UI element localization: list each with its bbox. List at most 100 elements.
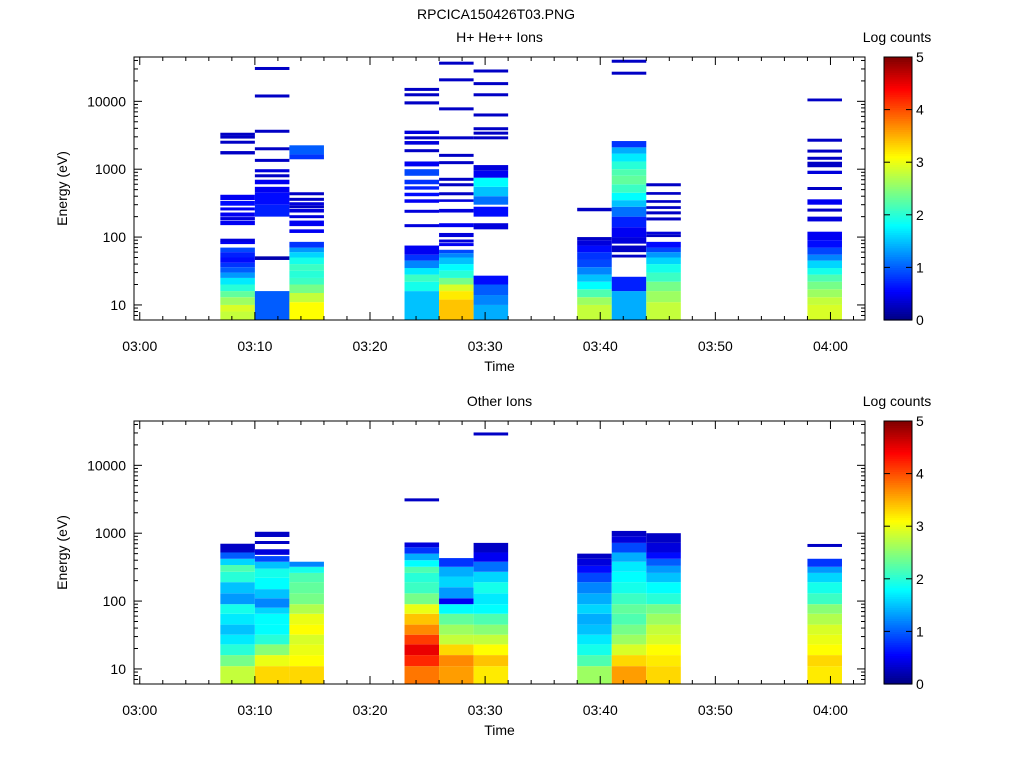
heatmap-cell	[439, 223, 474, 228]
heatmap-cell	[577, 553, 612, 559]
heatmap-cell	[289, 292, 324, 303]
heatmap-cell	[254, 186, 290, 193]
heatmap-cell	[404, 93, 440, 97]
colorbar-segment	[884, 195, 912, 198]
colorbar-segment	[884, 87, 912, 91]
heatmap-cell	[577, 274, 612, 282]
heatmap-cell	[439, 192, 474, 196]
colorbar: 0 1 2 3 4 5 Log counts	[863, 29, 932, 328]
heatmap-cell	[404, 161, 440, 167]
heatmap-cell	[439, 576, 474, 588]
heatmap-cell	[404, 572, 440, 583]
heatmap-cell	[404, 245, 440, 255]
heatmap-cell	[473, 196, 509, 205]
colorbar-segment	[884, 502, 912, 505]
colorbar-segment	[884, 291, 912, 295]
colorbar-segment	[884, 480, 912, 483]
heatmap-cell	[220, 135, 255, 139]
y-tick-label: 1000	[95, 161, 126, 177]
colorbar-segment	[884, 131, 912, 135]
heatmap-cell	[646, 217, 681, 221]
colorbar-segment	[884, 120, 912, 124]
colorbar-segment	[884, 616, 912, 619]
heatmap-cell	[220, 217, 255, 221]
heatmap-cell	[254, 589, 290, 599]
heatmap-cell	[220, 291, 255, 298]
colorbar-segment	[884, 532, 912, 536]
colorbar-segment	[884, 570, 912, 573]
heatmap-cell	[611, 604, 647, 614]
heatmap-cell	[439, 299, 474, 320]
colorbar-segment	[884, 238, 912, 242]
colorbar-segment	[884, 578, 912, 582]
heatmap-cell	[807, 297, 842, 305]
heatmap-cell	[404, 582, 440, 594]
colorbar-segment	[884, 580, 912, 584]
heatmap-cell	[807, 260, 842, 269]
colorbar-segment	[884, 124, 912, 128]
heatmap-cell	[439, 208, 474, 213]
heatmap-cell	[220, 252, 255, 258]
colorbar-segment	[884, 109, 912, 113]
colorbar-segment	[884, 243, 912, 247]
heatmap-cell	[220, 624, 255, 635]
colorbar-segment	[884, 622, 912, 626]
colorbar-segment	[884, 129, 912, 133]
colorbar-frame	[883, 420, 913, 685]
colorbar-segment	[884, 442, 912, 446]
heatmap-cell	[807, 604, 842, 614]
heatmap-cell	[220, 304, 255, 312]
colorbar-tick-label: 4	[916, 466, 924, 482]
heatmap-cell	[611, 536, 647, 543]
heatmap-cell	[439, 61, 474, 65]
heatmap-cell	[611, 644, 647, 656]
heatmap-cell	[577, 297, 612, 305]
colorbar-segment	[884, 585, 912, 589]
colorbar-segment	[884, 449, 912, 453]
colorbar-tick-label: 5	[916, 49, 924, 65]
heatmap-cell	[220, 277, 255, 285]
colorbar-segment	[884, 89, 912, 93]
colorbar-segment	[884, 675, 912, 679]
colorbar-tick-label: 0	[916, 312, 924, 328]
colorbar-segment	[884, 234, 912, 238]
colorbar-segment	[884, 113, 912, 117]
colorbar-segment	[884, 273, 912, 277]
colorbar-segment	[884, 260, 912, 264]
colorbar-segment	[884, 677, 912, 681]
colorbar-segment	[884, 681, 912, 685]
heatmap-cell	[404, 130, 440, 135]
heatmap-cell	[807, 274, 842, 282]
colorbar-segment	[884, 646, 912, 650]
heatmap-cell	[404, 281, 440, 292]
heatmap-cell	[807, 161, 842, 165]
colorbar-segment	[884, 513, 912, 516]
colorbar-segment	[884, 65, 912, 69]
colorbar-segment	[884, 302, 912, 306]
colorbar-segment	[884, 548, 912, 551]
colorbar-segment	[884, 583, 912, 586]
heatmap-cell	[807, 170, 842, 174]
heatmap-cell	[611, 169, 647, 176]
heatmap-cell	[646, 666, 681, 684]
colorbar-segment	[884, 594, 912, 597]
colorbar-segment	[884, 280, 912, 284]
colorbar-segment	[884, 256, 912, 260]
colorbar-segment	[884, 482, 912, 486]
colorbar-segment	[884, 192, 912, 196]
colorbar-segment	[884, 146, 912, 150]
colorbar-segment	[884, 605, 912, 608]
colorbar-tick-label: 0	[916, 676, 924, 692]
colorbar-segment	[884, 271, 912, 275]
heatmap-cell	[439, 291, 474, 300]
heatmap-cell	[289, 561, 324, 567]
heatmap-cell	[611, 613, 647, 625]
heatmap-cell	[807, 187, 842, 190]
heatmap-cell	[289, 613, 324, 625]
colorbar-segment	[884, 673, 912, 676]
colorbar-segment	[884, 206, 912, 209]
heatmap-cell	[254, 561, 290, 569]
heatmap-cell	[220, 262, 255, 268]
heatmap-cell	[577, 259, 612, 268]
heatmap-cell	[404, 291, 440, 320]
